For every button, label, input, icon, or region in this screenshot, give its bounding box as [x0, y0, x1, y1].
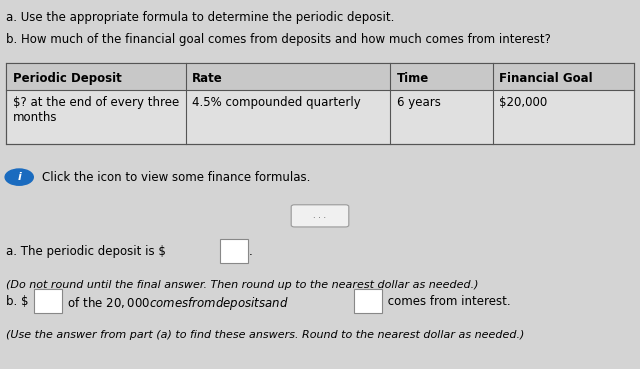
FancyBboxPatch shape [220, 239, 248, 263]
Text: $20,000: $20,000 [499, 96, 547, 109]
Text: . . .: . . . [314, 211, 326, 220]
Text: $? at the end of every three
months: $? at the end of every three months [13, 96, 179, 124]
FancyBboxPatch shape [291, 205, 349, 227]
Text: b. $: b. $ [6, 295, 29, 308]
FancyBboxPatch shape [354, 289, 382, 313]
Text: Periodic Deposit: Periodic Deposit [13, 72, 122, 85]
Text: b. How much of the financial goal comes from deposits and how much comes from in: b. How much of the financial goal comes … [6, 33, 551, 46]
FancyBboxPatch shape [34, 289, 62, 313]
Text: .: . [248, 245, 252, 258]
Text: of the $20,000 comes from deposits and $: of the $20,000 comes from deposits and $ [64, 295, 289, 312]
FancyBboxPatch shape [6, 63, 634, 90]
Text: i: i [17, 172, 21, 182]
Text: comes from interest.: comes from interest. [384, 295, 511, 308]
Text: 4.5% compounded quarterly: 4.5% compounded quarterly [192, 96, 361, 109]
Text: Rate: Rate [192, 72, 223, 85]
Text: Time: Time [397, 72, 429, 85]
Text: a. Use the appropriate formula to determine the periodic deposit.: a. Use the appropriate formula to determ… [6, 11, 395, 24]
FancyBboxPatch shape [6, 63, 634, 144]
Text: (Do not round until the final answer. Then round up to the nearest dollar as nee: (Do not round until the final answer. Th… [6, 280, 479, 290]
Text: Financial Goal: Financial Goal [499, 72, 593, 85]
Text: 6 years: 6 years [397, 96, 441, 109]
Text: a. The periodic deposit is $: a. The periodic deposit is $ [6, 245, 166, 258]
Text: (Use the answer from part (a) to find these answers. Round to the nearest dollar: (Use the answer from part (a) to find th… [6, 330, 525, 340]
Text: Click the icon to view some finance formulas.: Click the icon to view some finance form… [42, 170, 310, 184]
Circle shape [5, 169, 33, 185]
